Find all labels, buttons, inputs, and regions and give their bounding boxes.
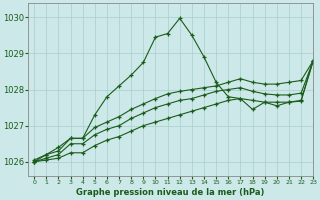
X-axis label: Graphe pression niveau de la mer (hPa): Graphe pression niveau de la mer (hPa)	[76, 188, 265, 197]
